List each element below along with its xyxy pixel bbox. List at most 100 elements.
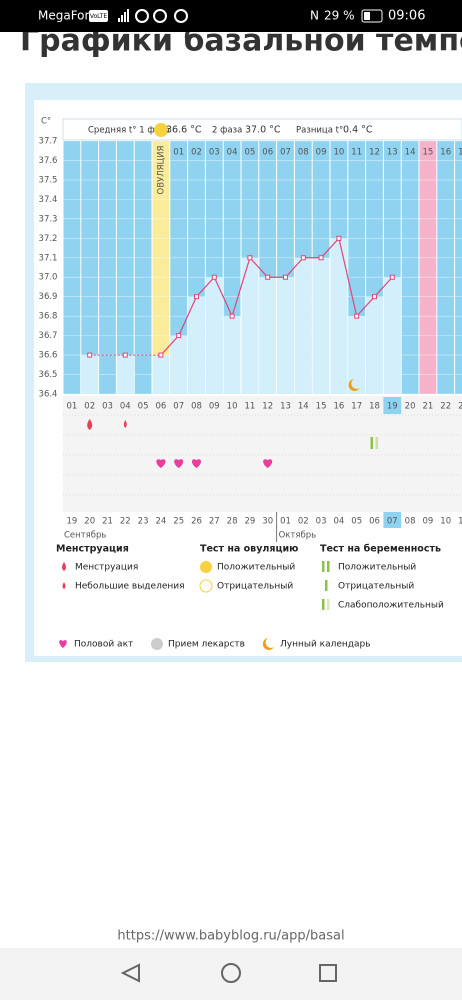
drop-icon <box>62 582 66 589</box>
test-icon <box>370 437 373 449</box>
back-button[interactable] <box>120 963 140 983</box>
home-button[interactable] <box>221 963 241 983</box>
x-tick-label: 02 <box>84 402 95 412</box>
nav-bar <box>0 948 462 1000</box>
date-label: 23 <box>138 517 149 527</box>
current-date <box>383 512 402 528</box>
x-tick-label: 13 <box>280 402 291 412</box>
legend-title: Менструация <box>56 544 129 555</box>
phase-day-label: 16 <box>440 148 451 158</box>
bar <box>152 355 170 394</box>
test-icon <box>375 437 378 449</box>
clock: 09:06 <box>388 9 425 24</box>
point <box>300 255 306 261</box>
date-label: 11 <box>458 517 462 527</box>
heart-icon <box>156 459 166 468</box>
x-tick-label: 09 <box>209 402 220 412</box>
x-tick-label: 16 <box>333 402 344 412</box>
moon-icon <box>348 379 360 391</box>
point <box>354 313 360 319</box>
battery-icon <box>361 9 383 23</box>
date-label: 27 <box>209 517 220 527</box>
phase-day-label: 14 <box>405 148 416 158</box>
pill-icon <box>151 638 163 650</box>
date-label: 19 <box>66 517 77 527</box>
ovulation-marker <box>154 123 168 137</box>
y-tick-label: 37.2 <box>39 234 58 244</box>
bar <box>170 335 188 394</box>
month-label: Октябрь <box>279 531 317 541</box>
x-tick-label: 10 <box>227 402 238 412</box>
summary-phase2-label: 2 фаза <box>212 126 242 136</box>
x-tick-label: 15 <box>316 402 327 412</box>
point <box>372 294 377 300</box>
bar <box>116 355 134 394</box>
bar <box>383 277 401 394</box>
highlight-column <box>419 141 437 394</box>
bar <box>188 296 205 394</box>
bar-icon <box>322 599 325 610</box>
drop-icon <box>123 420 127 428</box>
point <box>265 274 271 280</box>
circle-icon <box>199 579 213 593</box>
recents-button[interactable] <box>319 964 337 982</box>
drop-icon <box>87 419 93 430</box>
bar-icon <box>327 561 330 572</box>
y-tick-label: 37.1 <box>39 253 58 263</box>
phase-day-label: 13 <box>387 148 398 158</box>
y-tick-label: 37.4 <box>39 195 58 205</box>
date-label: 02 <box>298 517 309 527</box>
date-label: 07 <box>387 517 398 527</box>
date-label: 28 <box>227 517 238 527</box>
phase-day-label: 07 <box>280 148 291 158</box>
point <box>194 294 199 300</box>
y-tick-label: 37.7 <box>39 137 58 147</box>
phase-day-label: 12 <box>369 148 380 158</box>
bar-icon <box>322 561 325 572</box>
x-tick-label: 05 <box>138 402 149 412</box>
point <box>229 313 235 319</box>
date-label: 08 <box>405 517 416 527</box>
ovulation-label: ОВУЛЯЦИЯ <box>156 145 166 194</box>
bar <box>241 257 259 394</box>
y-tick-label: 36.4 <box>39 390 58 400</box>
x-tick-label: 20 <box>405 402 416 412</box>
date-label: 06 <box>369 517 380 527</box>
phase-day-label: 05 <box>244 148 255 158</box>
bar <box>259 277 277 394</box>
date-label: 05 <box>351 517 362 527</box>
legend-item: Слабоположительный <box>338 601 444 611</box>
y-tick-label: 36.5 <box>39 370 58 380</box>
x-tick-label: 11 <box>244 402 255 412</box>
legend-title: Тест на овуляцию <box>200 544 298 555</box>
x-tick-label: 14 <box>298 402 309 412</box>
heart-icon <box>174 459 184 468</box>
phase-day-label: 09 <box>316 148 327 158</box>
phase-day-label: 02 <box>191 148 202 158</box>
point <box>211 274 217 280</box>
signal-icons <box>118 9 188 23</box>
legend-item: Прием лекарств <box>168 640 245 650</box>
date-label: 25 <box>173 517 184 527</box>
bar-icon <box>325 580 328 591</box>
y-unit: С° <box>41 117 51 127</box>
plot: 36.4 36.5 36.6 36.7 36.8 36.9 37.0 37.1 37.2 37.3… <box>39 137 462 542</box>
bar <box>312 257 330 394</box>
phase-day-label: 06 <box>262 148 273 158</box>
y-tick-label: 36.7 <box>39 331 58 341</box>
phase-day-label: 10 <box>333 148 344 158</box>
date-label: 30 <box>262 517 273 527</box>
y-tick-label: 36.9 <box>39 292 58 302</box>
legend-item: Положительный <box>338 563 416 573</box>
volte: VoLTE <box>90 13 107 20</box>
date-label: 10 <box>440 517 451 527</box>
date-label: 09 <box>422 517 433 527</box>
legend-item: Положительный <box>217 563 295 573</box>
date-label: 04 <box>333 517 344 527</box>
bar <box>205 277 223 394</box>
status-bar <box>0 0 462 32</box>
point <box>176 333 182 339</box>
y-tick-label: 37.6 <box>39 156 58 166</box>
bar <box>366 296 383 394</box>
x-tick-label: 12 <box>262 402 273 412</box>
